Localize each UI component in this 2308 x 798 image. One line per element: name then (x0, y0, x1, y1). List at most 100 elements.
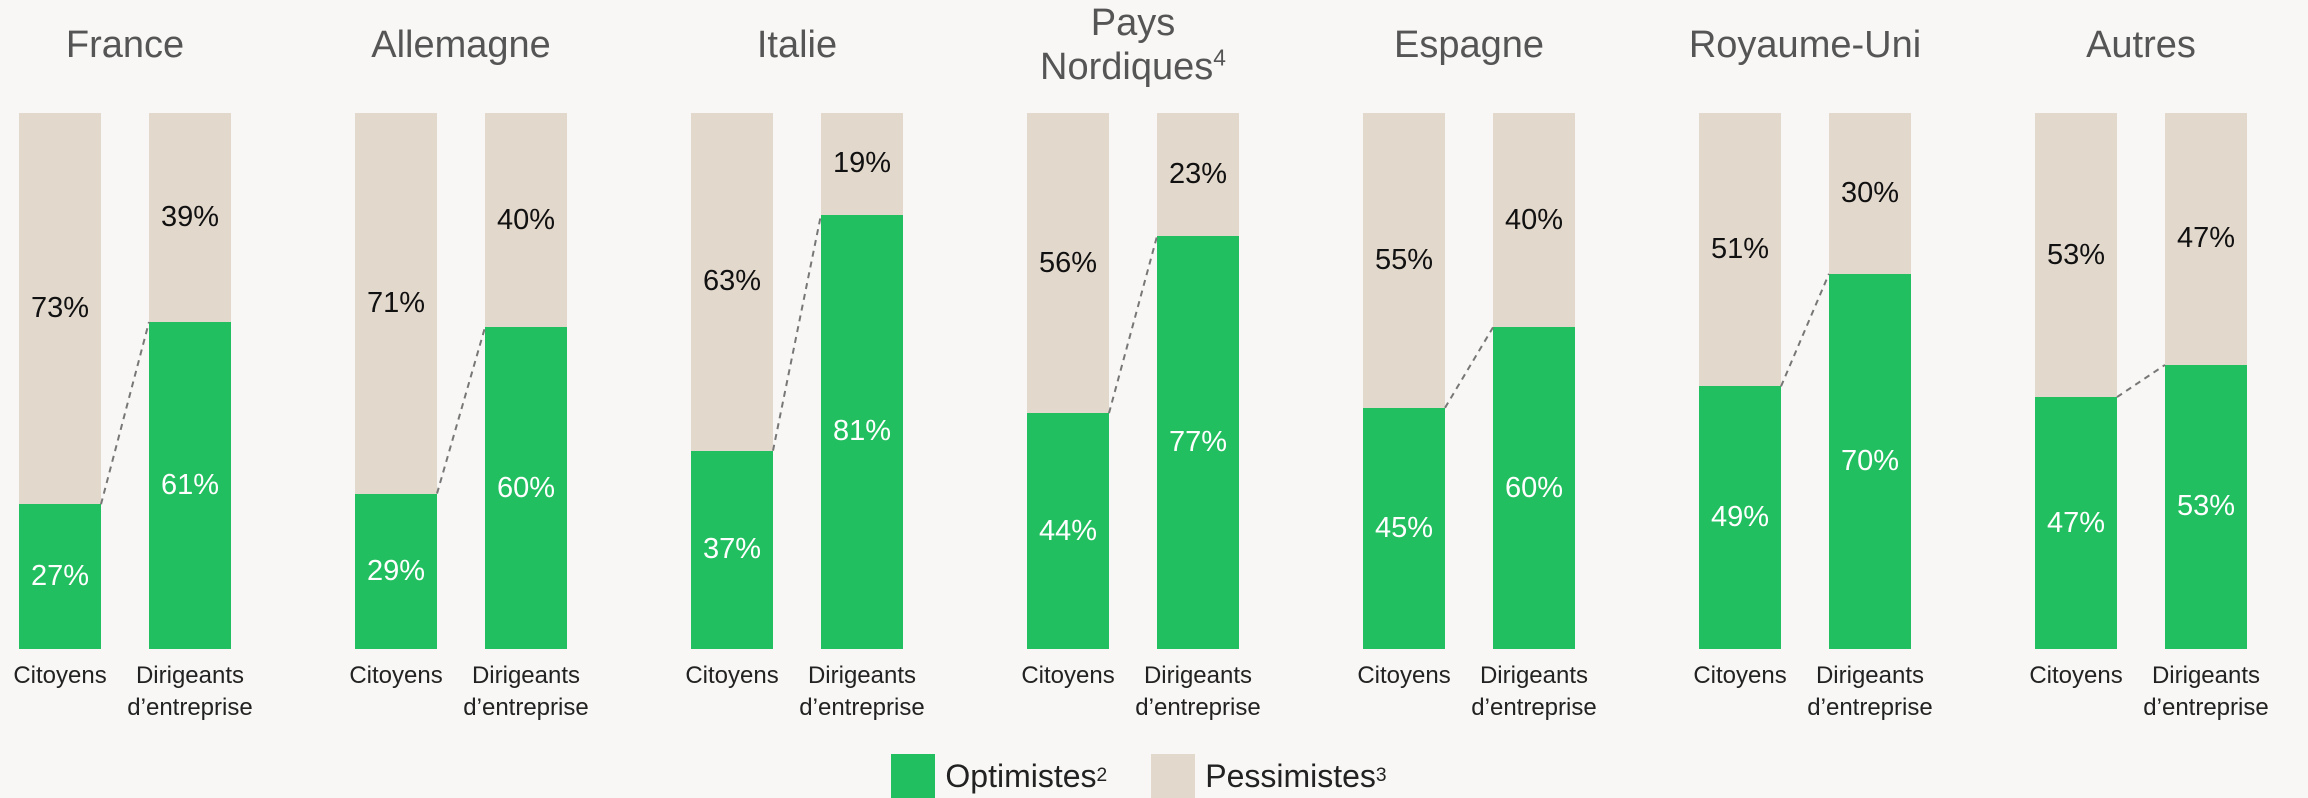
category-label: Citoyens (685, 662, 779, 689)
category-label: Dirigeants d’entreprise (2143, 662, 2269, 721)
title-name: Allemagne (371, 24, 551, 66)
value-label: 53% (2046, 238, 2106, 271)
value-label: 40% (1504, 203, 1564, 236)
value-label: 53% (2176, 490, 2236, 523)
value-label: 23% (1168, 158, 1228, 191)
value-label: 19% (832, 147, 892, 180)
title-text: Royaume-Uni (1689, 23, 1921, 67)
legend-name: Pessimistes (1205, 757, 1376, 794)
category-label: Citoyens (1357, 662, 1451, 689)
bar-segment: 53% (2035, 113, 2117, 398)
bar-segment: 45% (1363, 407, 1445, 649)
panel-title: Pays Nordiques4 (1003, 0, 1263, 90)
bar-segment: 51% (1699, 113, 1781, 387)
bar-segment: 44% (1027, 413, 1109, 649)
bar-segment: 56% (1027, 113, 1109, 414)
value-label: 47% (2046, 506, 2106, 539)
panel-title: Italie (667, 0, 927, 90)
value-label: 44% (1038, 514, 1098, 547)
value-label: 81% (832, 415, 892, 448)
connector (1108, 236, 1158, 414)
bar-segment: 63% (691, 113, 773, 451)
value-label: 49% (1710, 501, 1770, 534)
title-text: Autres (2086, 23, 2196, 67)
bar-segment: 77% (1157, 236, 1239, 649)
title-note: 4 (1213, 44, 1226, 71)
category-label: Dirigeants d’entreprise (1471, 662, 1597, 721)
bar-segment: 40% (1493, 113, 1575, 328)
value-label: 56% (1038, 246, 1098, 279)
value-label: 45% (1374, 511, 1434, 544)
bar-segment: 29% (355, 493, 437, 649)
bar-segment: 53% (2165, 364, 2247, 649)
panel-title: Allemagne (331, 0, 591, 90)
legend-item: Optimistes 2 (891, 754, 1107, 798)
category-label: Dirigeants d’entreprise (463, 662, 589, 721)
title-name: Royaume-Uni (1688, 24, 1922, 66)
legend-swatch (891, 754, 936, 798)
bar-segment: 30% (1829, 113, 1911, 274)
bar-segment: 61% (149, 322, 231, 649)
connector (2116, 364, 2166, 398)
bar-segment: 39% (149, 113, 231, 323)
category-label: Dirigeants d’entreprise (799, 662, 925, 721)
connector (1780, 273, 1830, 387)
value-label: 60% (496, 471, 556, 504)
title-text: Espagne (1394, 23, 1544, 67)
bar-segment: 60% (1493, 327, 1575, 649)
category-label: Dirigeants d’entreprise (1807, 662, 1933, 721)
value-label: 27% (30, 560, 90, 593)
title-name: Italie (756, 24, 838, 66)
category-label: Citoyens (1693, 662, 1787, 689)
title-name: Autres (2086, 24, 2196, 66)
category-label: Citoyens (13, 662, 107, 689)
value-label: 37% (702, 533, 762, 566)
connector (436, 327, 486, 494)
value-label: 73% (30, 292, 90, 325)
value-label: 61% (160, 469, 220, 501)
legend-item: Pessimistes 3 (1151, 754, 1387, 798)
value-label: 40% (496, 203, 556, 236)
panel-title: Autres (2011, 0, 2271, 90)
title-name: Pays Nordiques (1040, 2, 1214, 88)
panel-title: France (0, 0, 255, 90)
category-label: Citoyens (1021, 662, 1115, 689)
bar-segment: 49% (1699, 386, 1781, 649)
legend-swatch (1151, 754, 1196, 798)
connector (772, 214, 822, 451)
bar-segment: 23% (1157, 113, 1239, 237)
value-label: 39% (160, 201, 220, 234)
value-label: 55% (1374, 243, 1434, 276)
value-label: 51% (1710, 233, 1770, 266)
bar-segment: 19% (821, 113, 903, 215)
bar-segment: 47% (2035, 397, 2117, 649)
bar-segment: 47% (2165, 113, 2247, 365)
value-label: 77% (1168, 426, 1228, 459)
title-text: Allemagne (371, 23, 551, 67)
value-label: 71% (366, 286, 426, 319)
connector (1444, 326, 1494, 409)
bar-segment: 55% (1363, 113, 1445, 408)
connector (100, 321, 150, 505)
title-text: Pays Nordiques4 (1003, 1, 1263, 89)
value-label: 29% (366, 554, 426, 587)
title-name: France (65, 24, 185, 66)
bar-segment: 40% (485, 113, 567, 328)
title-text: Italie (757, 23, 837, 67)
value-label: 70% (1840, 444, 1900, 477)
title-text: France (66, 23, 184, 67)
bar-segment: 70% (1829, 273, 1911, 649)
category-label: Dirigeants d’entreprise (1135, 662, 1261, 721)
panel-title: Royaume-Uni (1675, 0, 1935, 90)
bar-segment: 60% (485, 327, 567, 649)
value-label: 63% (702, 265, 762, 298)
category-label: Dirigeants d’entreprise (127, 662, 253, 721)
legend: Optimistes 2 Pessimistes 3 (0, 754, 2308, 798)
legend-name: Optimistes (945, 757, 1097, 794)
category-label: Citoyens (349, 662, 443, 689)
value-label: 30% (1840, 176, 1900, 209)
title-name: Espagne (1393, 24, 1544, 66)
value-label: 60% (1504, 471, 1564, 504)
